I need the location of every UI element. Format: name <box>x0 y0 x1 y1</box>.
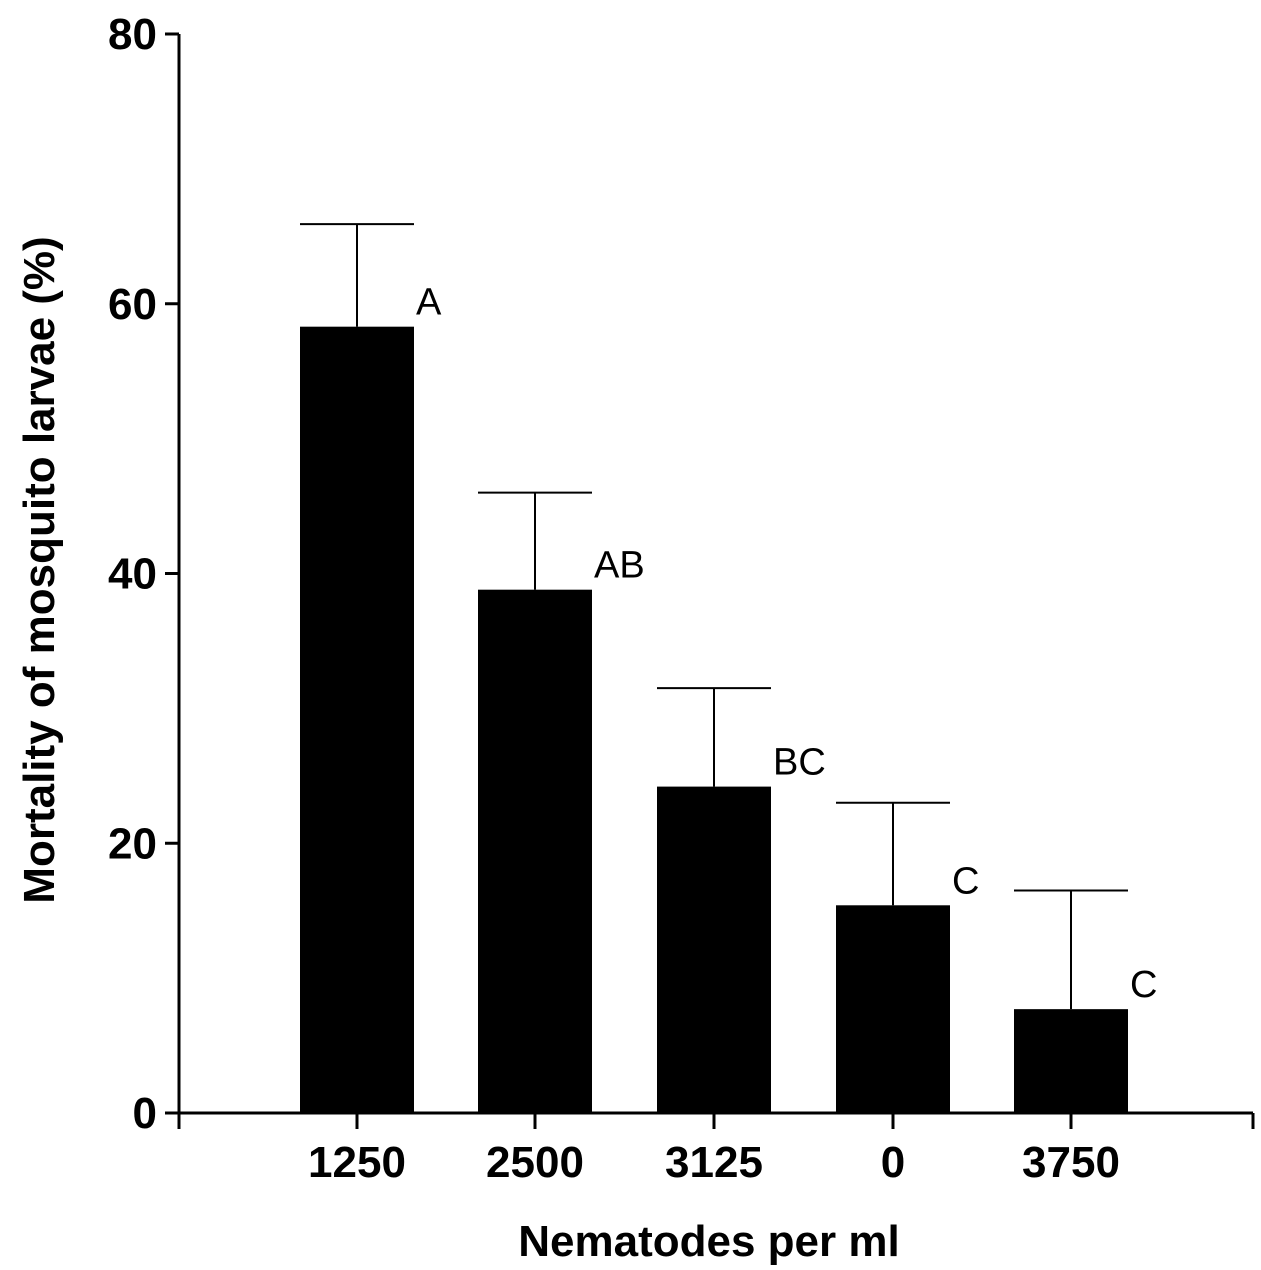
bar-1250 <box>300 326 414 1114</box>
significance-label-1250: A <box>416 282 442 324</box>
x-axis: 1250 2500 3125 0 3750 <box>177 1111 1255 1187</box>
x-axis-title: Nematodes per ml <box>518 1217 899 1266</box>
bars-group: A AB BC C C <box>300 223 1157 1114</box>
y-tick-label-0: 0 <box>133 1089 157 1138</box>
bar-0 <box>836 905 950 1113</box>
significance-label-0: C <box>952 860 979 902</box>
y-tick-label-40: 40 <box>108 550 157 599</box>
y-tick-label-60: 60 <box>108 280 157 329</box>
x-tick-label-3750: 3750 <box>1022 1138 1120 1187</box>
significance-label-3750: C <box>1130 964 1157 1006</box>
significance-label-2500: AB <box>594 545 645 587</box>
x-tick-label-3125: 3125 <box>665 1138 763 1187</box>
x-tick-label-1250: 1250 <box>308 1138 406 1187</box>
bar-3750 <box>1014 1009 1128 1113</box>
y-tick-label-20: 20 <box>108 819 157 868</box>
significance-label-3125: BC <box>773 742 826 784</box>
x-tick-label-2500: 2500 <box>486 1138 584 1187</box>
y-axis: 0 20 40 60 80 <box>108 10 181 1138</box>
y-axis-title: Mortality of mosquito larvae (%) <box>15 236 64 903</box>
y-tick-label-80: 80 <box>108 10 157 59</box>
x-tick-label-0: 0 <box>881 1138 905 1187</box>
bar-2500 <box>478 589 592 1113</box>
bar-3125 <box>657 786 771 1113</box>
